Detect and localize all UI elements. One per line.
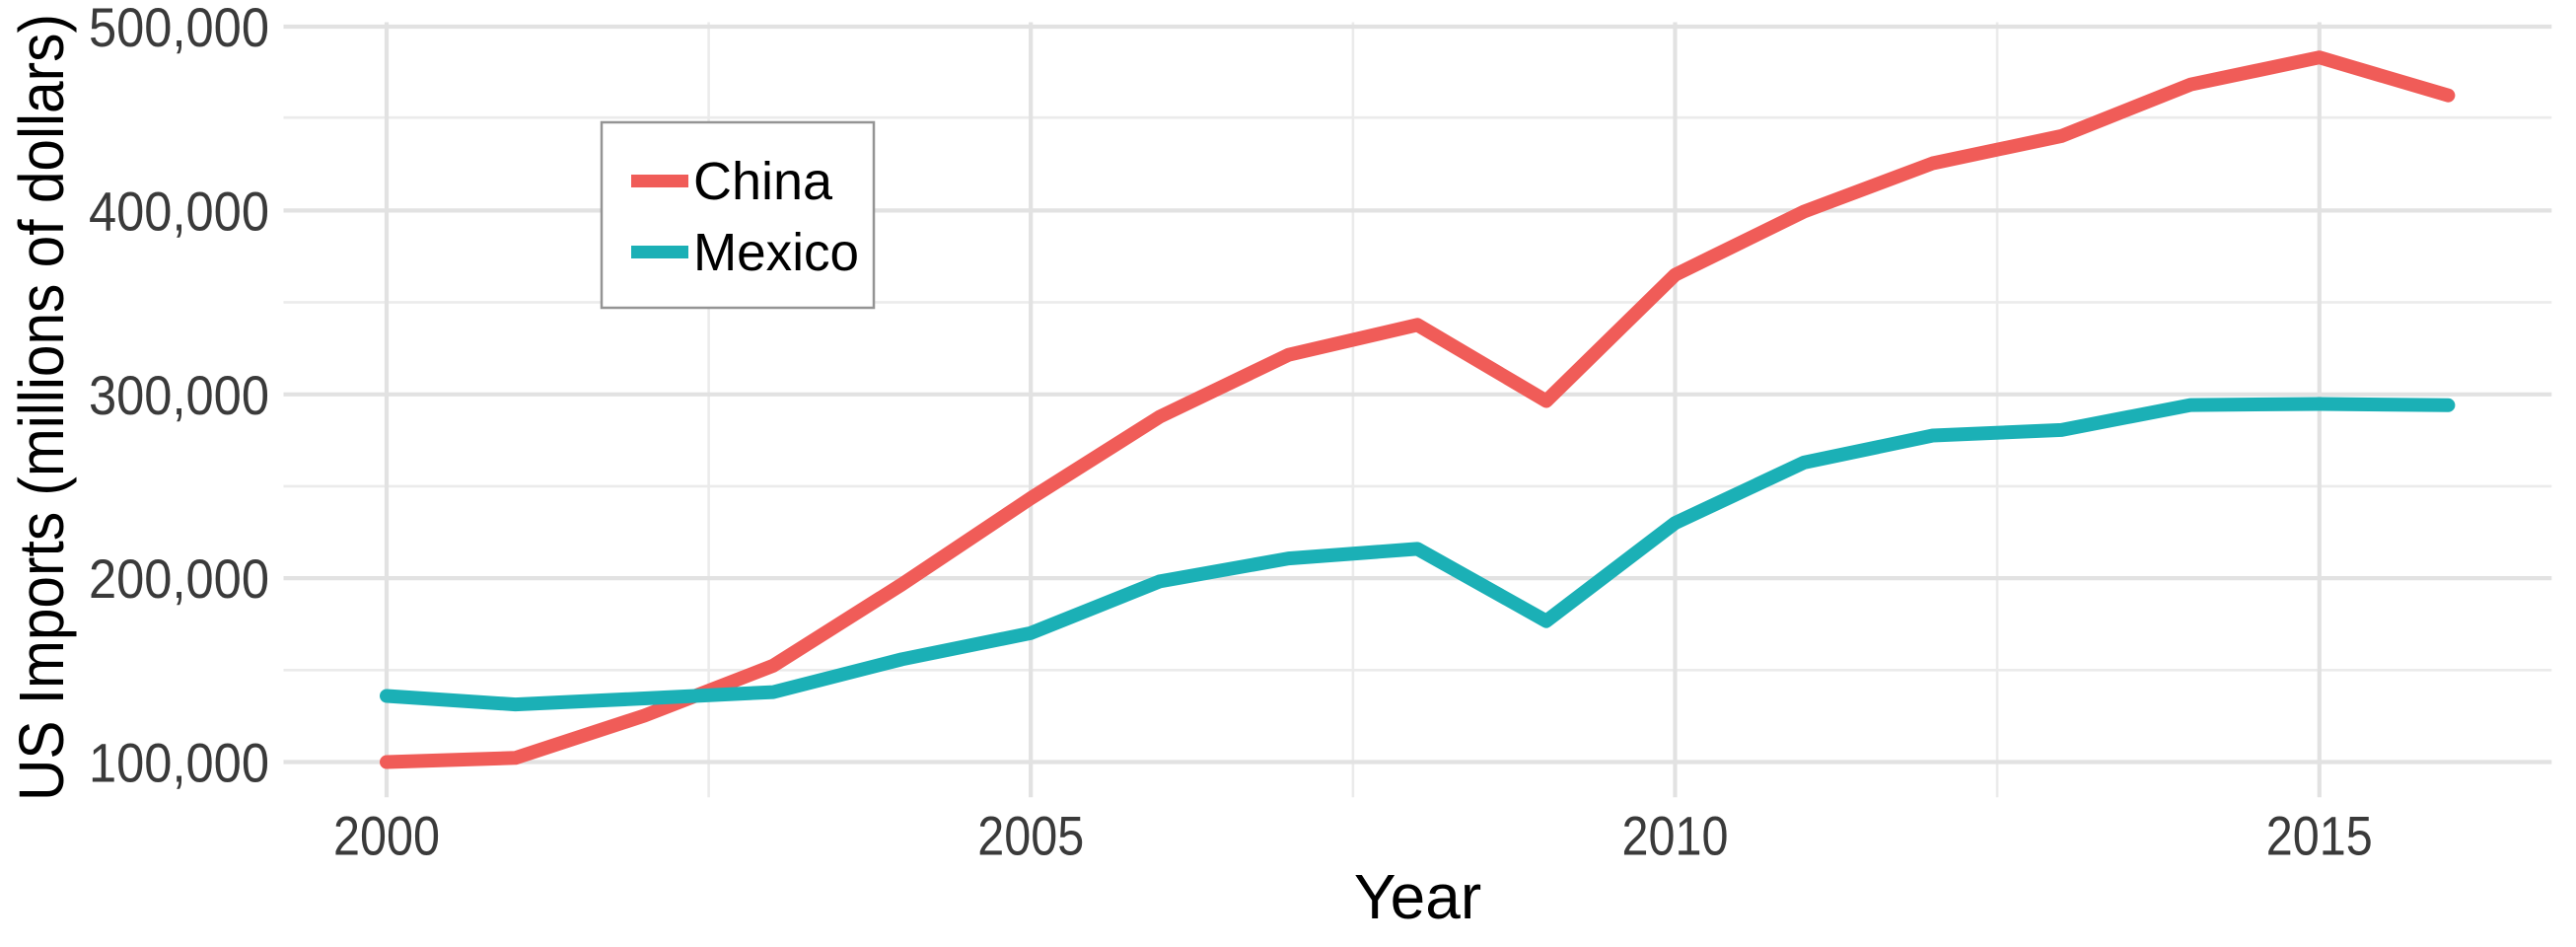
svg-text:2010: 2010	[1622, 805, 1729, 867]
svg-text:300,000: 300,000	[89, 364, 269, 426]
svg-text:400,000: 400,000	[89, 180, 269, 242]
svg-text:2005: 2005	[977, 805, 1084, 867]
svg-text:2015: 2015	[2266, 805, 2373, 867]
svg-text:500,000: 500,000	[89, 0, 269, 58]
svg-text:US Imports (millions of dollar: US Imports (millions of dollars)	[6, 14, 77, 801]
svg-text:Year: Year	[1354, 861, 1481, 932]
svg-text:Mexico: Mexico	[693, 223, 859, 282]
svg-text:200,000: 200,000	[89, 547, 269, 610]
svg-text:China: China	[693, 152, 833, 211]
svg-text:100,000: 100,000	[89, 732, 269, 794]
svg-text:2000: 2000	[333, 805, 440, 867]
